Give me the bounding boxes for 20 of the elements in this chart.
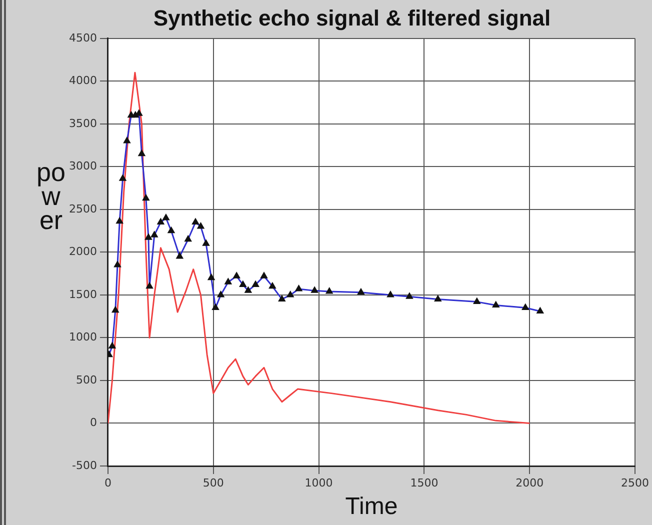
y-tick-label: 500 [76, 373, 97, 386]
y-tick-label: 0 [90, 416, 97, 430]
x-tick-label: 2500 [621, 476, 650, 490]
chart-title: Synthetic echo signal & filtered signal [153, 5, 551, 30]
y-tick-label: 1000 [68, 330, 97, 344]
x-tick-label: 0 [104, 476, 112, 490]
y-tick-label: 4000 [68, 74, 97, 88]
y-tick-label: 2500 [68, 202, 97, 216]
x-tick-label: 1000 [304, 476, 333, 490]
y-tick-label: 2000 [68, 245, 97, 258]
y-tick-label: -500 [72, 458, 97, 472]
y-tick-label: 3000 [68, 160, 97, 173]
y-tick-label: 3500 [68, 116, 97, 130]
y-tick-label: 1500 [68, 288, 97, 301]
x-tick-label: 2000 [516, 476, 544, 490]
x-axis-title: Time [345, 493, 398, 520]
x-tick-label: 500 [202, 476, 224, 490]
x-tick-label: 1500 [410, 476, 438, 490]
y-axis-title: power [36, 157, 66, 235]
y-tick-label: 4500 [68, 31, 97, 44]
